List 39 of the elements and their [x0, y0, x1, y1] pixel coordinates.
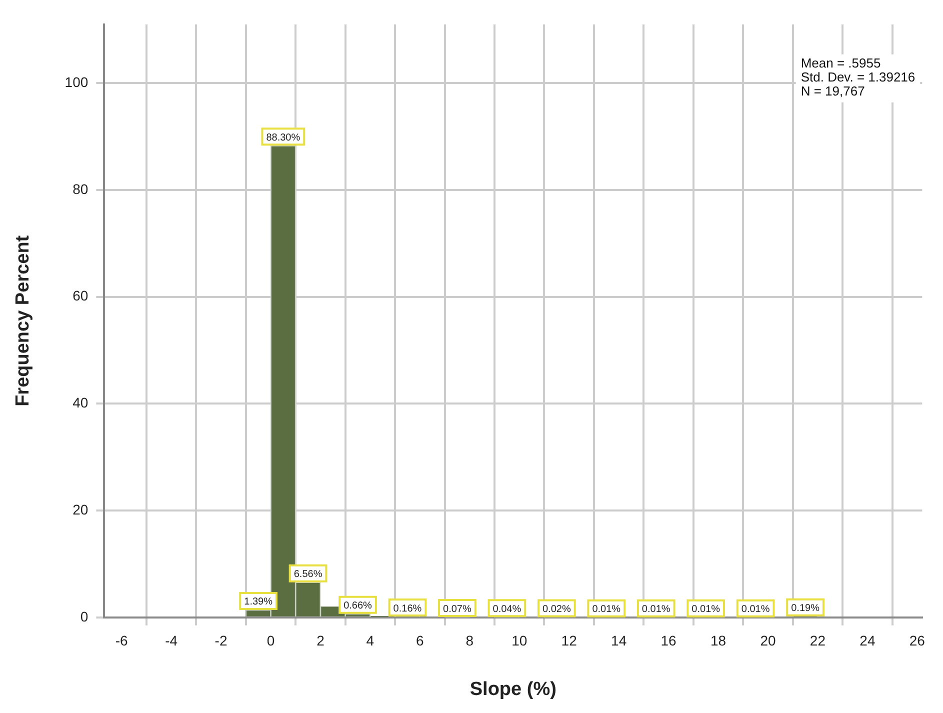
x-tick-label: 10	[512, 632, 528, 649]
x-axis-title: Slope (%)	[470, 678, 556, 700]
data-label: 0.01%	[741, 604, 770, 616]
data-label: 0.01%	[642, 604, 670, 616]
x-tick-label: 20	[760, 632, 776, 649]
data-label: 6.56%	[294, 569, 322, 580]
y-tick-label: 0	[80, 608, 88, 624]
x-tick-label: 18	[710, 632, 726, 649]
x-tick-label: 26	[909, 632, 926, 649]
data-label: 0.16%	[393, 603, 422, 614]
x-tick-label: -2	[214, 632, 228, 649]
y-tick-label: 40	[72, 394, 88, 411]
x-tick-label: 0	[266, 632, 275, 649]
y-tick-label: 80	[72, 180, 88, 197]
data-label: 0.66%	[344, 600, 372, 612]
y-tick-label: 100	[64, 74, 88, 90]
y-tick-label: 20	[72, 501, 88, 518]
x-tick-label: -4	[165, 632, 178, 649]
x-tick-label: 6	[416, 632, 424, 649]
y-axis-title: Frequency Percent	[12, 234, 34, 406]
data-label: 88.30%	[266, 132, 300, 144]
data-label: 0.01%	[692, 604, 720, 616]
y-tick-label: 60	[72, 288, 88, 304]
data-label: 0.04%	[492, 604, 522, 615]
data-label: 0.07%	[443, 604, 472, 615]
x-tick-label: 14	[611, 632, 627, 649]
data-label: 0.19%	[791, 603, 820, 614]
x-tick-label: 24	[860, 632, 876, 649]
data-label: 0.01%	[592, 604, 621, 616]
x-tick-label: 12	[561, 632, 578, 649]
data-label: 0.02%	[542, 604, 571, 616]
x-tick-label: 2	[316, 632, 325, 649]
x-tick-label: 16	[660, 632, 677, 649]
x-tick-label: 8	[466, 632, 474, 649]
data-label: 1.39%	[244, 596, 273, 608]
annotation: Mean = .5955 Std. Dev. = 1.39216 N = 19,767	[800, 55, 916, 98]
x-tick-label: -6	[115, 632, 128, 649]
x-tick-label: 4	[366, 632, 374, 649]
x-tick-label: 22	[810, 632, 826, 649]
